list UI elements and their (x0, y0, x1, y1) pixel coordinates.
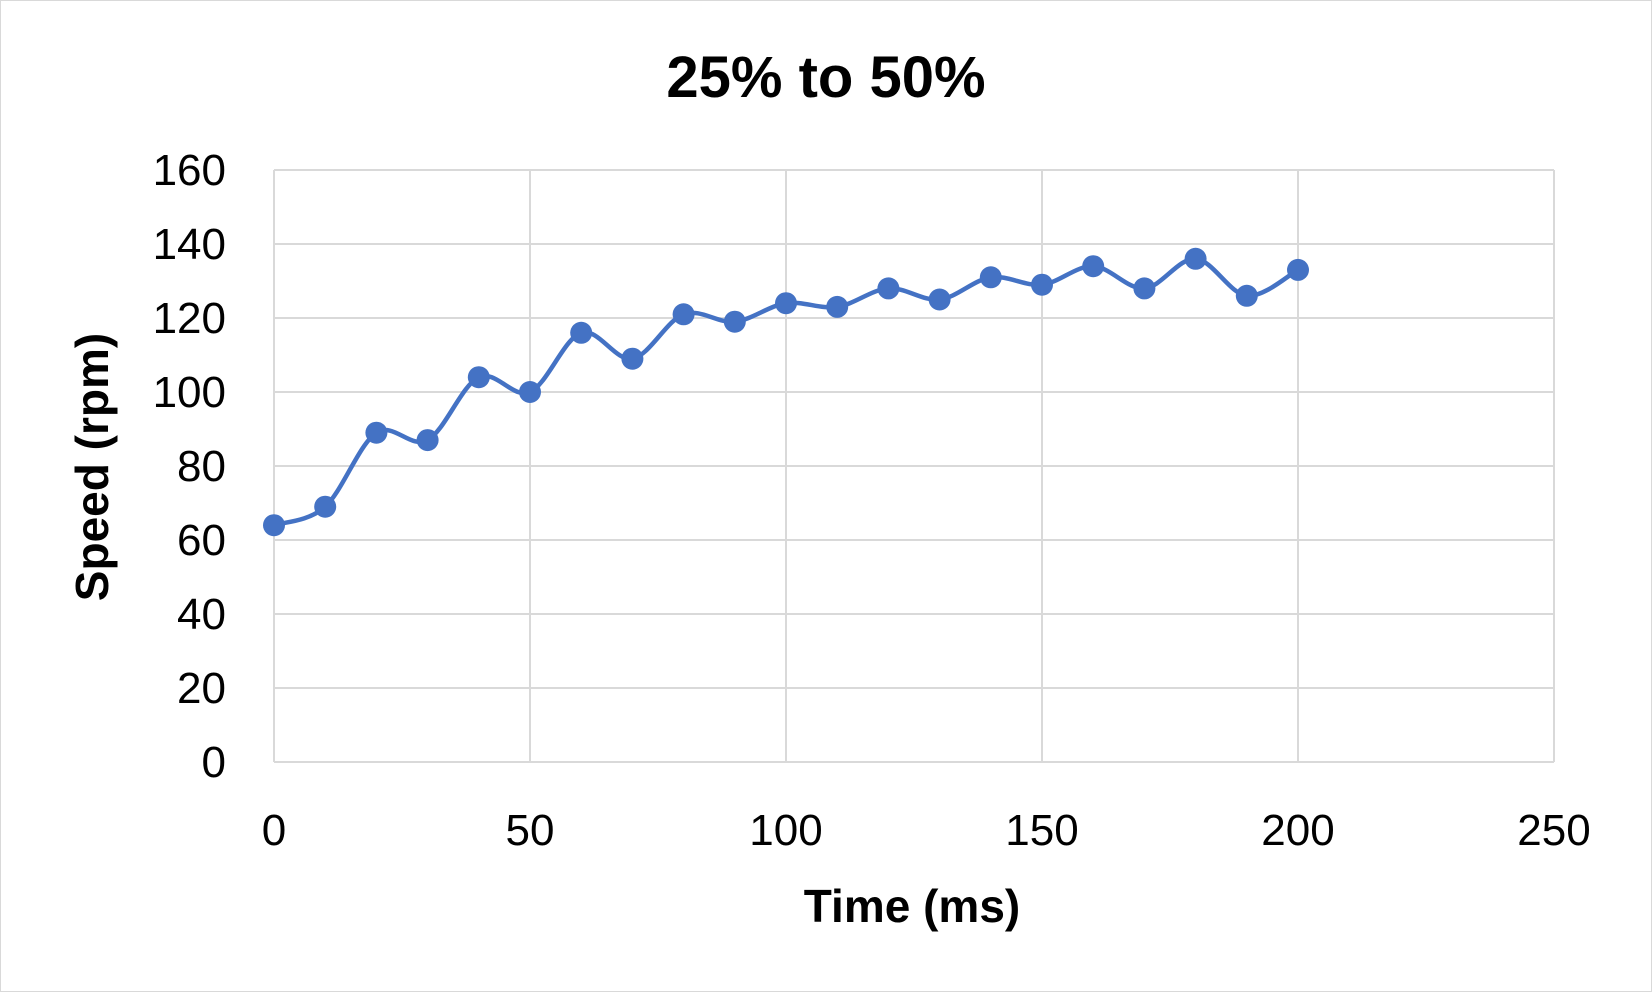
data-point (263, 514, 285, 537)
data-point (621, 347, 644, 370)
y-tick-label: 160 (153, 146, 226, 195)
x-axis-title: Time (ms) (804, 880, 1020, 932)
data-point (467, 366, 490, 389)
data-point (365, 421, 388, 444)
y-tick-label: 60 (177, 516, 226, 565)
data-point (1287, 258, 1309, 281)
data-point (1031, 273, 1053, 296)
grid (273, 169, 1555, 763)
data-point (928, 288, 951, 311)
data-points (263, 247, 1309, 537)
data-point (1133, 277, 1156, 300)
x-tick-label: 100 (749, 806, 822, 855)
data-point (775, 292, 797, 315)
data-point (723, 310, 746, 333)
data-point (672, 303, 695, 326)
y-tick-label: 0 (202, 738, 226, 787)
y-tick-label: 140 (153, 220, 226, 269)
y-tick-label: 40 (177, 590, 226, 639)
data-point (519, 381, 541, 403)
x-tick-labels: 0 50 100 150 200 250 (262, 806, 1591, 855)
data-point (314, 495, 337, 518)
data-point (826, 295, 849, 318)
data-point (416, 429, 439, 452)
y-tick-label: 20 (177, 664, 226, 713)
data-point (1184, 247, 1207, 270)
y-tick-label: 120 (153, 294, 226, 343)
chart-title: 25% to 50% (666, 45, 985, 110)
data-point (979, 266, 1002, 289)
data-point (1082, 255, 1105, 278)
x-tick-label: 250 (1517, 806, 1590, 855)
y-tick-label: 100 (153, 368, 226, 417)
y-tick-labels: 0 20 40 60 80 100 120 140 160 (153, 146, 226, 787)
data-point (1235, 284, 1258, 307)
x-tick-label: 200 (1261, 806, 1334, 855)
x-tick-label: 150 (1005, 806, 1078, 855)
y-axis-title: Speed (rpm) (66, 333, 118, 601)
x-tick-label: 0 (262, 806, 286, 855)
x-tick-label: 50 (506, 806, 555, 855)
data-point (570, 321, 593, 344)
y-tick-label: 80 (177, 442, 226, 491)
data-point (877, 277, 900, 300)
